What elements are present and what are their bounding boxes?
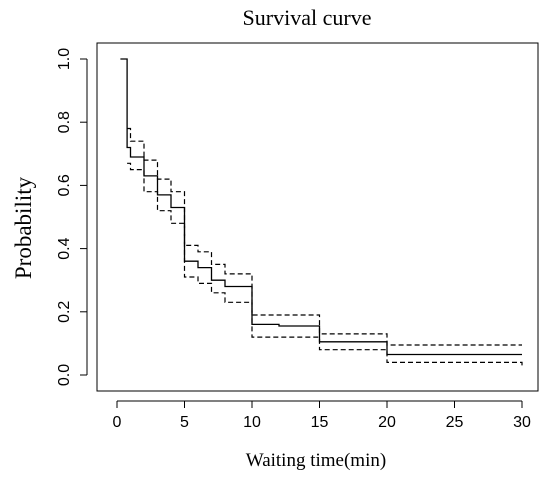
y-tick-label: 0.8	[56, 111, 73, 133]
x-axis-label: Waiting time(min)	[246, 450, 386, 471]
x-tick-label: 0	[113, 414, 122, 431]
x-tick-label: 25	[446, 414, 464, 431]
x-tick-label: 30	[513, 414, 531, 431]
y-axis-label: Probability	[11, 176, 36, 279]
y-tick-label: 0.0	[56, 364, 73, 386]
series-upper-line	[127, 127, 522, 346]
x-tick-label: 5	[180, 414, 189, 431]
chart-title: Survival curve	[243, 5, 372, 30]
axes: 0 5 10 15 20 25 30 0.0 0.2 0.4 0.6 0.8 1.0	[56, 48, 531, 431]
x-tick-label: 10	[243, 414, 261, 431]
series-layer	[120, 58, 523, 366]
x-tick-label: 15	[311, 414, 329, 431]
y-tick-label: 0.4	[56, 237, 73, 259]
series-estimate-line	[120, 58, 522, 356]
y-tick-label: 1.0	[56, 48, 73, 70]
y-tick-label: 0.2	[56, 301, 73, 323]
plot-area-frame	[96, 42, 539, 392]
x-tick-label: 20	[378, 414, 396, 431]
series-lower-line	[127, 162, 523, 366]
y-tick-label: 0.6	[56, 174, 73, 196]
